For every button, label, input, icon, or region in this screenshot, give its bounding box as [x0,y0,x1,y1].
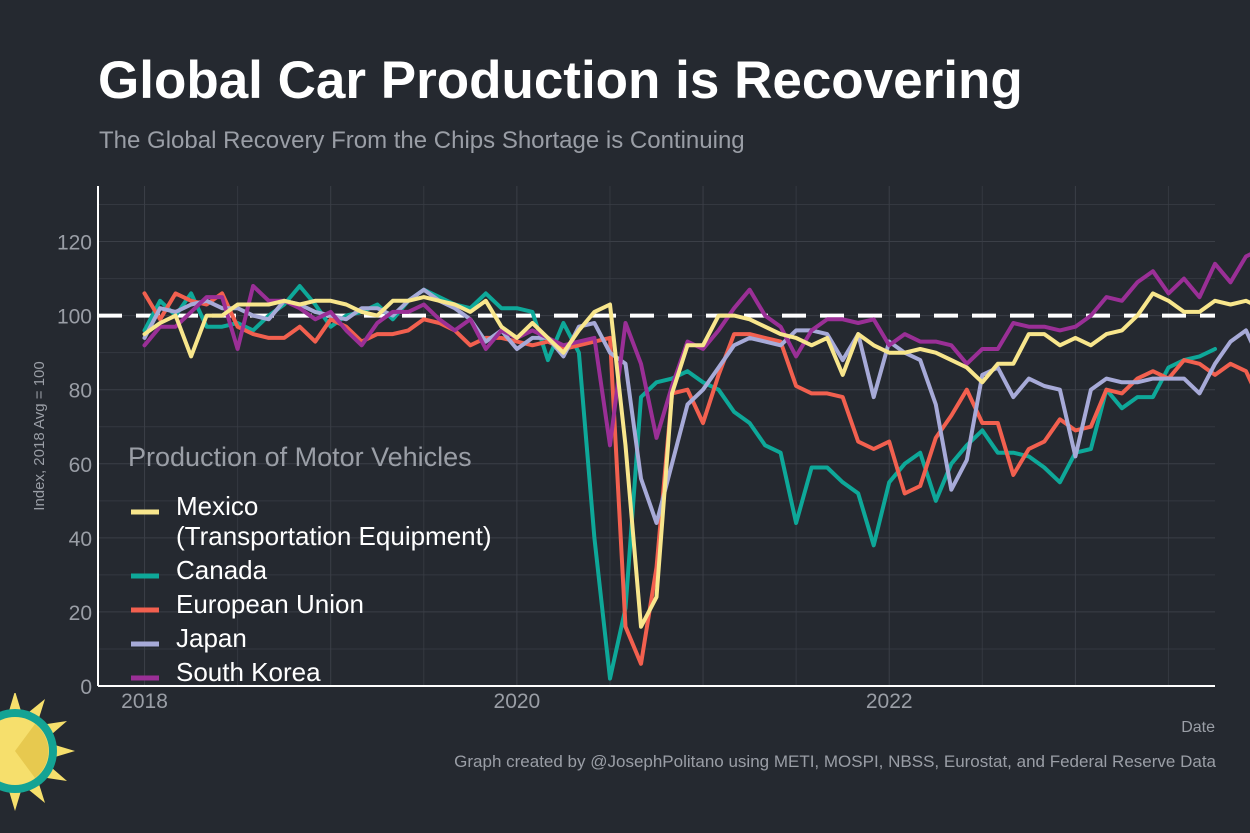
legend-label-3: Japan [176,623,247,653]
x-tick-label: 2020 [494,690,541,713]
legend-label-line: (Transportation Equipment) [176,521,492,551]
legend-label-1: Canada [176,555,268,585]
legend-label-0: Mexico (Transportation Equipment) [176,491,492,551]
chart-subtitle: The Global Recovery From the Chips Short… [99,127,745,154]
axes: 0 20 40 60 80 100 120 2018 2020 2022 Index, 2018 A… [31,186,1215,736]
series-line-3 [142,287,1250,525]
y-axis-title: Index, 2018 Avg = 100 [31,361,48,510]
legend-label-2: European Union [176,589,364,619]
legend-title: Production of Motor Vehicles [128,442,472,472]
series-line-2 [142,291,1250,666]
x-tick-label: 2022 [866,690,913,713]
x-axis-title: Date [1181,719,1215,736]
source-credit: Graph created by @JosephPolitano using M… [454,752,1216,771]
series-lines [142,252,1250,681]
y-tick-label: 120 [57,232,92,255]
legend-label-line: Mexico [176,491,258,521]
y-tick-label: 80 [69,380,92,403]
y-tick-label: 40 [69,528,92,551]
series-line-0 [142,291,1250,629]
y-tick-label: 20 [69,602,92,625]
legend-label-line: Japan [176,623,247,653]
y-tick-label: 60 [69,454,92,477]
y-tick-label: 0 [80,676,92,699]
legend-label-line: South Korea [176,657,321,687]
series-line-4 [142,252,1250,448]
sun-logo-icon [0,693,75,811]
x-tick-label: 2018 [121,690,168,713]
series-line-1 [142,284,1217,681]
legend-label-line: European Union [176,589,364,619]
legend-label-4: South Korea [176,657,321,687]
y-tick-label: 100 [57,306,92,329]
legend: Production of Motor Vehicles Mexico (Trans… [128,442,492,687]
legend-label-line: Canada [176,555,268,585]
chart-title: Global Car Production is Recovering [98,51,1023,110]
